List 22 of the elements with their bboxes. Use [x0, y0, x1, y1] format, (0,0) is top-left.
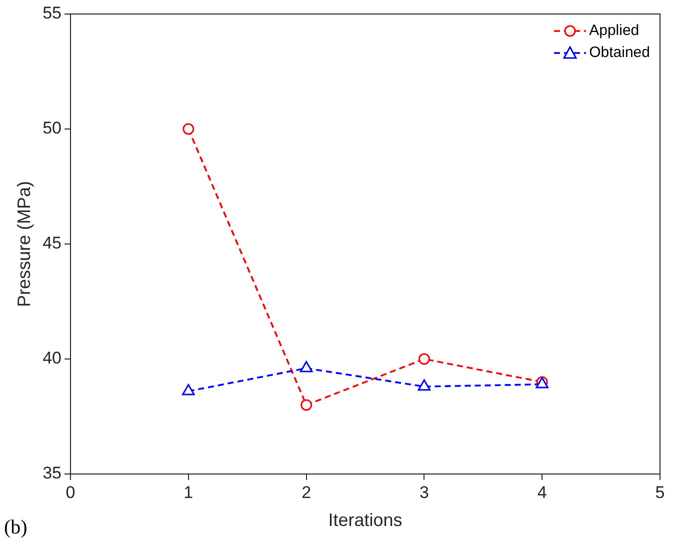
x-tick-label: 4 [537, 482, 547, 502]
y-tick-label: 55 [42, 4, 62, 23]
x-tick-label: 3 [419, 482, 429, 502]
point [300, 360, 313, 372]
legend-label: Applied [589, 22, 640, 39]
x-tick-label: 5 [655, 482, 665, 502]
x-tick-label: 0 [66, 482, 76, 502]
point [418, 353, 430, 365]
x-tick-label: 1 [184, 482, 194, 502]
y-axis-title: Pressure (MPa) [14, 180, 34, 308]
x-axis-title: Iterations [328, 510, 402, 530]
y-tick-label: 35 [42, 464, 62, 483]
point [300, 399, 312, 411]
y-tick-label: 40 [42, 348, 62, 368]
y-tick-label: 50 [42, 118, 62, 138]
x-tick-label: 2 [302, 482, 312, 502]
y-tick-label: 45 [42, 234, 62, 253]
point [182, 384, 195, 396]
text: (b) [4, 516, 28, 538]
legend-label: Obtained [589, 44, 650, 61]
point [182, 123, 194, 135]
point [418, 379, 431, 391]
